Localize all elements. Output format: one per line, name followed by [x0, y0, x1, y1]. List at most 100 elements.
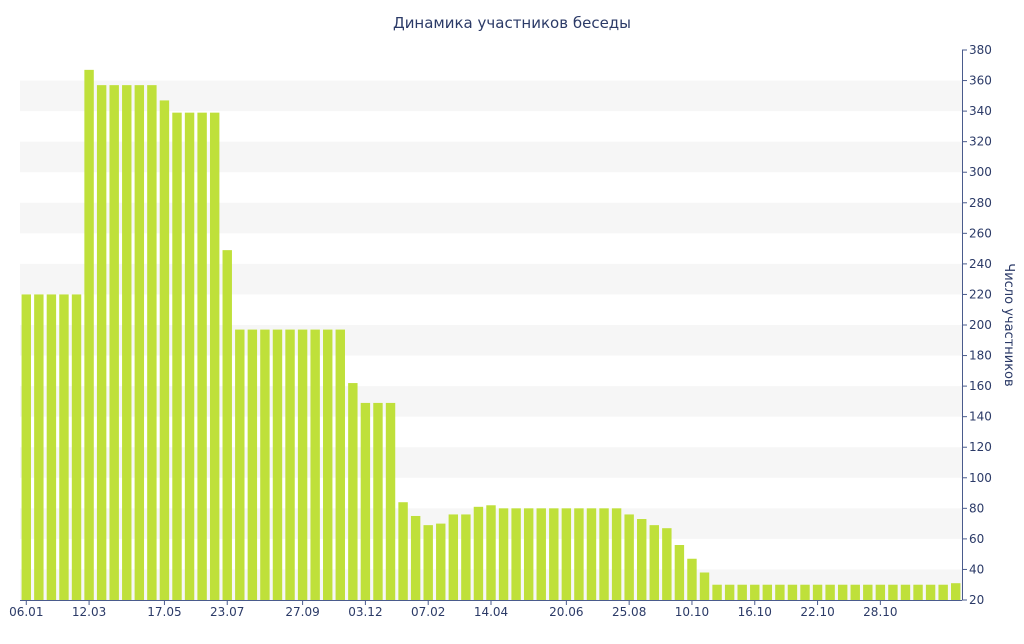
bar[interactable] [84, 69, 94, 601]
bar[interactable] [599, 508, 609, 600]
bar[interactable] [159, 100, 170, 601]
bar[interactable] [147, 85, 157, 600]
bar[interactable] [511, 508, 521, 600]
bar[interactable] [938, 584, 948, 600]
x-tick-label: 10.10 [675, 605, 709, 619]
bar[interactable] [750, 584, 760, 600]
x-tick-label: 03.12 [348, 605, 382, 619]
y-tick-label: 220 [969, 287, 992, 301]
bar[interactable] [737, 584, 747, 600]
bar[interactable] [323, 329, 333, 600]
bar[interactable] [574, 508, 584, 600]
bar[interactable] [222, 250, 232, 600]
bar[interactable] [335, 329, 345, 600]
bar[interactable] [800, 584, 810, 600]
bar[interactable] [348, 383, 358, 600]
bar[interactable] [461, 514, 471, 600]
bar[interactable] [21, 294, 31, 600]
x-tick-label: 12.03 [72, 605, 106, 619]
bar[interactable] [197, 112, 207, 600]
bar[interactable] [285, 329, 295, 600]
bar[interactable] [925, 584, 936, 600]
y-tick-label: 80 [969, 501, 984, 515]
bar[interactable] [712, 584, 722, 600]
bar[interactable] [762, 584, 773, 600]
bar[interactable] [385, 402, 396, 600]
bar[interactable] [888, 584, 898, 600]
x-tick-label: 25.08 [612, 605, 646, 619]
bar[interactable] [436, 523, 446, 600]
bar[interactable] [423, 525, 433, 600]
bar[interactable] [825, 584, 835, 600]
bar[interactable] [662, 528, 672, 600]
y-tick-label: 320 [969, 135, 992, 149]
bar[interactable] [586, 508, 597, 600]
bar[interactable] [172, 112, 182, 600]
bar[interactable] [235, 329, 245, 600]
bar[interactable] [71, 294, 82, 600]
bar[interactable] [498, 508, 509, 600]
bar[interactable] [59, 294, 69, 600]
bar[interactable] [46, 294, 57, 600]
bar[interactable] [687, 558, 697, 600]
bar[interactable] [549, 508, 559, 600]
y-tick-label: 280 [969, 196, 992, 210]
bar[interactable] [486, 505, 496, 600]
y-tick-label: 240 [969, 257, 992, 271]
bar[interactable] [109, 85, 119, 600]
bar[interactable] [850, 584, 860, 600]
bar[interactable] [637, 519, 647, 600]
bar[interactable] [134, 85, 145, 600]
x-tick-label: 17.05 [147, 605, 181, 619]
bar[interactable] [787, 584, 798, 600]
bar[interactable] [96, 85, 107, 600]
bar[interactable] [310, 329, 320, 600]
bar[interactable] [184, 112, 195, 600]
bar[interactable] [812, 584, 823, 600]
bar[interactable] [649, 525, 659, 600]
bar[interactable] [863, 584, 873, 600]
x-tick-label: 28.10 [863, 605, 897, 619]
bar[interactable] [913, 584, 923, 600]
bar[interactable] [398, 502, 408, 600]
bar[interactable] [410, 515, 421, 600]
bar[interactable] [209, 112, 220, 600]
bar[interactable] [523, 508, 534, 600]
bar[interactable] [699, 572, 710, 601]
y-axis-label: Число участников [1001, 263, 1016, 386]
y-tick-label: 160 [969, 379, 992, 393]
bar[interactable] [360, 402, 371, 600]
bar[interactable] [247, 329, 258, 600]
bar[interactable] [674, 545, 685, 600]
bar[interactable] [34, 294, 44, 600]
x-tick-label: 07.02 [411, 605, 445, 619]
bar[interactable] [260, 329, 270, 600]
y-tick-label: 380 [969, 43, 992, 57]
bar[interactable] [473, 506, 484, 600]
bar[interactable] [875, 584, 886, 600]
x-tick-label: 14.04 [474, 605, 508, 619]
bar[interactable] [122, 85, 132, 600]
bar[interactable] [900, 584, 911, 600]
bar[interactable] [611, 508, 622, 600]
bar[interactable] [724, 584, 735, 600]
bar[interactable] [561, 508, 572, 600]
y-tick-label: 40 [969, 562, 984, 576]
chart-title: Динамика участников беседы [393, 14, 631, 32]
bar[interactable] [373, 402, 383, 600]
grid-band [20, 80, 962, 112]
bars-group [21, 69, 961, 601]
y-tick-label: 180 [969, 349, 992, 363]
bar[interactable] [775, 584, 785, 600]
bar[interactable] [837, 584, 848, 600]
bar[interactable] [624, 514, 634, 600]
bar[interactable] [536, 508, 546, 600]
y-tick-label: 120 [969, 440, 992, 454]
bar[interactable] [297, 329, 308, 600]
bar[interactable] [951, 583, 961, 600]
bar[interactable] [448, 514, 459, 600]
x-tick-label: 22.10 [800, 605, 834, 619]
bar[interactable] [272, 329, 283, 600]
y-tick-label: 100 [969, 471, 992, 485]
